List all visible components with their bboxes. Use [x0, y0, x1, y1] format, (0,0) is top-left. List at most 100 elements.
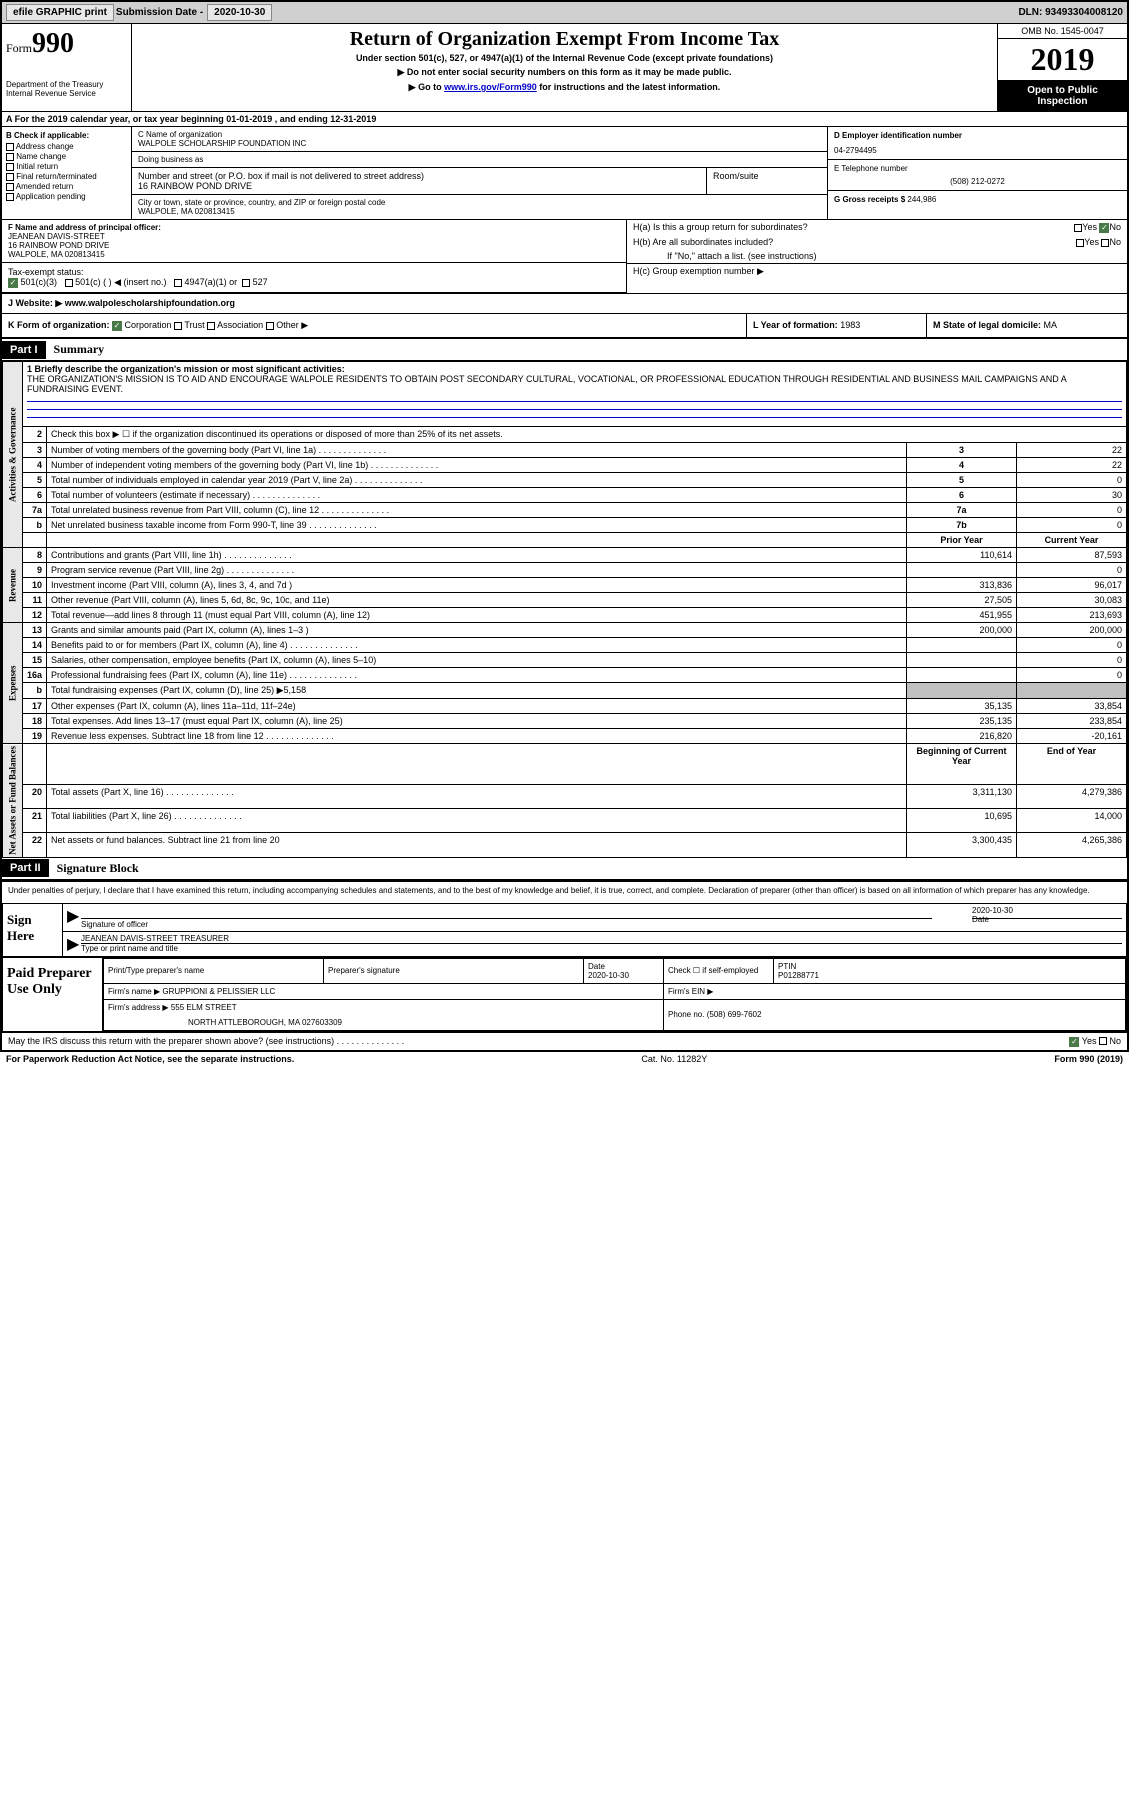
form-org-row: K Form of organization: ✓ Corporation Tr…	[2, 314, 1127, 339]
street-cell: Number and street (or P.O. box if mail i…	[132, 168, 707, 194]
vert-governance: Activities & Governance	[3, 362, 23, 548]
chk-other[interactable]	[266, 322, 274, 330]
paid-preparer-block: Paid Preparer Use Only Print/Type prepar…	[2, 957, 1127, 1032]
table-row: 14Benefits paid to or for members (Part …	[3, 638, 1127, 653]
table-row: 11Other revenue (Part VIII, column (A), …	[3, 593, 1127, 608]
firm-name: Firm's name ▶ GRUPPIONI & PELISSIER LLC	[104, 983, 664, 999]
form-title: Return of Organization Exempt From Incom…	[136, 28, 993, 51]
chk-discuss-yes[interactable]: ✓	[1069, 1037, 1079, 1047]
chk-hb-yes[interactable]	[1076, 239, 1084, 247]
signature-line: Signature of officer	[81, 918, 932, 929]
chk-corp[interactable]: ✓	[112, 321, 122, 331]
subtitle-2: ▶ Do not enter social security numbers o…	[136, 67, 993, 78]
chk-final-return[interactable]: Final return/terminated	[6, 172, 127, 181]
org-name-cell: C Name of organization WALPOLE SCHOLARSH…	[132, 127, 827, 152]
omb-number: OMB No. 1545-0047	[998, 24, 1127, 39]
table-row: 16aProfessional fundraising fees (Part I…	[3, 668, 1127, 683]
preparer-sig-hdr: Preparer's signature	[324, 958, 584, 983]
sign-here-block: Sign Here ▶ Signature of officer 2020-10…	[2, 903, 1127, 957]
chk-initial-return[interactable]: Initial return	[6, 162, 127, 171]
chk-trust[interactable]	[174, 322, 182, 330]
chk-discuss-no[interactable]	[1099, 1037, 1107, 1045]
dba-cell: Doing business as	[132, 152, 827, 168]
officer-name: JEANEAN DAVIS-STREET TREASURER	[81, 934, 1122, 944]
sig-date: 2020-10-30 Date	[972, 918, 1122, 929]
subtitle-3: ▶ Go to www.irs.gov/Form990 for instruct…	[136, 82, 993, 93]
chk-527[interactable]	[242, 279, 250, 287]
website-url[interactable]: www.walpolescholarshipfoundation.org	[65, 298, 235, 308]
subtitle-1: Under section 501(c), 527, or 4947(a)(1)…	[136, 53, 993, 63]
org-info-grid: B Check if applicable: Address change Na…	[2, 127, 1127, 220]
table-row: bNet unrelated business taxable income f…	[3, 518, 1127, 533]
chk-501c3[interactable]: ✓	[8, 278, 18, 288]
prep-date: Date2020-10-30	[584, 958, 664, 983]
tax-year: 2019	[998, 39, 1127, 81]
chk-pending[interactable]: Application pending	[6, 192, 127, 201]
footer: For Paperwork Reduction Act Notice, see …	[0, 1052, 1129, 1066]
chk-4947[interactable]	[174, 279, 182, 287]
section-a-period: A For the 2019 calendar year, or tax yea…	[2, 112, 1127, 127]
chk-ha-yes[interactable]	[1074, 224, 1082, 232]
table-row: 6Total number of volunteers (estimate if…	[3, 488, 1127, 503]
table-row: 7aTotal unrelated business revenue from …	[3, 503, 1127, 518]
h-b-subordinates: H(b) Are all subordinates included? Yes …	[627, 235, 1127, 249]
form-header: Form990 Department of the Treasury Inter…	[2, 24, 1127, 112]
submission-date-label: Submission Date -	[116, 7, 203, 18]
table-row: 18Total expenses. Add lines 13–17 (must …	[3, 714, 1127, 729]
room-cell: Room/suite	[707, 168, 827, 194]
website-row: J Website: ▶ www.walpolescholarshipfound…	[2, 294, 1127, 314]
top-bar: efile GRAPHIC print Submission Date - 20…	[2, 2, 1127, 24]
self-employed-chk[interactable]: Check ☐ if self-employed	[664, 958, 774, 983]
table-row: 9Program service revenue (Part VIII, lin…	[3, 563, 1127, 578]
chk-501c[interactable]	[65, 279, 73, 287]
chk-address-change[interactable]: Address change	[6, 142, 127, 151]
submission-date: 2020-10-30	[207, 4, 272, 21]
form-container: efile GRAPHIC print Submission Date - 20…	[0, 0, 1129, 1052]
table-row: 20Total assets (Part X, line 16)3,311,13…	[3, 784, 1127, 808]
ein-cell: D Employer identification number 04-2794…	[828, 127, 1127, 160]
ptin: PTINP01288771	[774, 958, 1126, 983]
table-row: bTotal fundraising expenses (Part IX, co…	[3, 683, 1127, 699]
h-a-group-return: H(a) Is this a group return for subordin…	[627, 220, 1127, 235]
officer-cell: F Name and address of principal officer:…	[2, 220, 626, 263]
open-public-badge: Open to Public Inspection	[998, 81, 1127, 111]
irs-link[interactable]: www.irs.gov/Form990	[444, 82, 537, 92]
h-c-exemption: H(c) Group exemption number ▶	[627, 263, 1127, 279]
vert-expenses: Expenses	[3, 623, 23, 744]
table-row: 15Salaries, other compensation, employee…	[3, 653, 1127, 668]
sig-arrow-icon: ▶	[67, 906, 81, 929]
discuss-row: May the IRS discuss this return with the…	[2, 1032, 1127, 1050]
table-row: 19Revenue less expenses. Subtract line 1…	[3, 729, 1127, 744]
vert-net-assets: Net Assets or Fund Balances	[3, 744, 23, 858]
chk-assoc[interactable]	[207, 322, 215, 330]
table-row: 12Total revenue—add lines 8 through 11 (…	[3, 608, 1127, 623]
summary-table: Activities & Governance 1 Briefly descri…	[2, 361, 1127, 858]
table-row: 5Total number of individuals employed in…	[3, 473, 1127, 488]
vert-revenue: Revenue	[3, 548, 23, 623]
city-cell: City or town, state or province, country…	[132, 195, 827, 219]
table-row: 4Number of independent voting members of…	[3, 458, 1127, 473]
chk-name-change[interactable]: Name change	[6, 152, 127, 161]
officer-h-grid: F Name and address of principal officer:…	[2, 220, 1127, 294]
table-row: 22Net assets or fund balances. Subtract …	[3, 833, 1127, 857]
h-b-note: If "No," attach a list. (see instruction…	[627, 249, 1127, 263]
part-2-header: Part II Signature Block	[2, 858, 1127, 880]
col-header-row: Prior YearCurrent Year	[3, 533, 1127, 548]
dept-treasury: Department of the Treasury Internal Reve…	[6, 80, 127, 98]
dln: DLN: 93493304008120	[1018, 7, 1123, 18]
mission-cell: 1 Briefly describe the organization's mi…	[23, 362, 1127, 427]
signature-declaration: Under penalties of perjury, I declare th…	[2, 880, 1127, 899]
preparer-name-hdr: Print/Type preparer's name	[104, 958, 324, 983]
efile-print-button[interactable]: efile GRAPHIC print	[6, 4, 114, 21]
firm-ein: Firm's EIN ▶	[664, 983, 1126, 999]
table-row: 2Check this box ▶ ☐ if the organization …	[3, 427, 1127, 443]
chk-ha-no[interactable]: ✓	[1099, 223, 1109, 233]
firm-address: Firm's address ▶ 555 ELM STREET NORTH AT…	[104, 999, 664, 1030]
sig-arrow-icon: ▶	[67, 934, 81, 954]
table-row: 21Total liabilities (Part X, line 26)10,…	[3, 809, 1127, 833]
table-row: 17Other expenses (Part IX, column (A), l…	[3, 699, 1127, 714]
chk-amended[interactable]: Amended return	[6, 182, 127, 191]
part-1-header: Part I Summary	[2, 339, 1127, 361]
chk-hb-no[interactable]	[1101, 239, 1109, 247]
gross-receipts-cell: G Gross receipts $ 244,986	[828, 191, 1127, 208]
